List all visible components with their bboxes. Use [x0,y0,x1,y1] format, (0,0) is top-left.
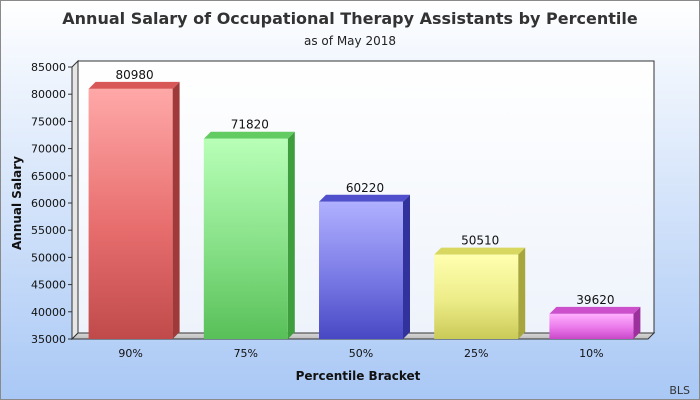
data-label: 50510 [461,234,499,248]
plot-left-wall [71,59,79,341]
x-tick-label: 75% [234,347,258,360]
bar-top [203,131,295,139]
y-axis-label: Annual Salary [10,156,24,250]
data-label: 80980 [116,68,154,82]
bar-front [319,201,403,339]
bar-75pct: 71820 [203,118,295,339]
y-tick-label: 85000 [31,61,66,74]
bar-top [88,81,180,89]
data-label: 71820 [231,118,269,132]
y-tick-label: 65000 [31,170,66,183]
y-tick-label: 70000 [31,143,66,156]
y-tick-label: 40000 [31,306,66,319]
y-axis-ticks: 35000 40000 45000 50000 55000 60000 65000 70000… [31,61,72,346]
y-tick-label: 45000 [31,279,66,292]
bar-side [172,81,180,339]
data-label: 39620 [576,293,614,307]
bar-top [319,194,410,202]
x-tick-label: 90% [118,347,142,360]
bar-25pct: 50510 [434,234,526,339]
x-axis-label: Percentile Bracket [296,369,421,383]
bar-side [633,306,641,339]
bar-90pct: 80980 [88,68,180,339]
bar-top [549,306,641,314]
y-tick-label: 50000 [31,251,66,264]
y-tick-label: 35000 [31,333,66,346]
x-axis-ticks: 90% 75% 50% 25% 10% [118,347,603,360]
bar-side [518,247,526,339]
bar-front [434,254,519,339]
chart-title: Annual Salary of Occupational Therapy As… [62,9,638,28]
data-label: 60220 [346,181,384,195]
x-tick-label: 10% [579,347,603,360]
y-tick-label: 75000 [31,115,66,128]
bar-front [549,313,634,339]
y-tick-label: 80000 [31,88,66,101]
bar-10pct: 39620 [549,293,641,339]
chart-subtitle: as of May 2018 [304,34,396,48]
x-tick-label: 50% [349,347,373,360]
bar-top [434,247,526,255]
y-tick-label: 55000 [31,224,66,237]
source-label: BLS [669,384,690,397]
bar-front [203,138,288,339]
bar-side [287,131,295,339]
bar-side [403,194,410,339]
bar-front [88,88,173,339]
y-tick-label: 60000 [31,197,66,210]
bar-50pct: 60220 [319,181,410,339]
x-tick-label: 25% [464,347,488,360]
bars: 80980 71820 60220 50510 39620 [88,68,641,339]
